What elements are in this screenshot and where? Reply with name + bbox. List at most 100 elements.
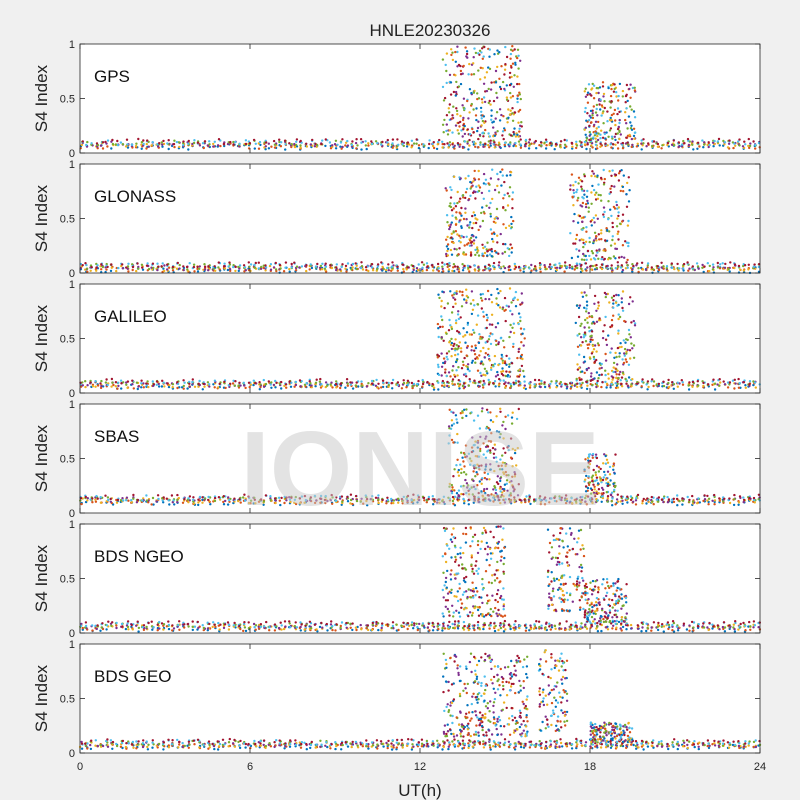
data-point: [480, 191, 484, 195]
data-point: [620, 169, 623, 172]
data-point: [508, 224, 511, 227]
data-point: [504, 45, 507, 49]
panel-label: GALILEO: [94, 307, 167, 326]
data-point: [590, 94, 593, 97]
data-point: [457, 132, 460, 135]
data-point: [505, 98, 509, 102]
data-point: [270, 145, 273, 148]
data-point: [632, 500, 635, 503]
data-point: [589, 109, 593, 113]
data-point: [447, 146, 450, 149]
data-point: [359, 266, 363, 270]
data-point: [364, 266, 368, 269]
data-point: [626, 501, 629, 504]
data-point: [523, 384, 526, 387]
data-point: [732, 146, 735, 150]
data-point: [95, 494, 98, 498]
data-point: [618, 315, 622, 319]
data-point: [592, 239, 596, 242]
data-point: [600, 385, 603, 389]
data-point: [538, 144, 541, 147]
data-point: [448, 318, 451, 322]
data-point: [479, 78, 482, 81]
data-point: [498, 143, 501, 146]
data-point: [496, 184, 499, 188]
data-point: [491, 333, 494, 336]
data-point: [644, 268, 648, 272]
data-point: [150, 503, 153, 506]
data-point: [459, 241, 462, 244]
data-point: [198, 265, 201, 268]
data-point: [645, 383, 648, 386]
data-point: [465, 354, 468, 357]
data-point: [571, 145, 574, 148]
data-point: [193, 270, 196, 273]
data-point: [753, 263, 756, 266]
data-point: [466, 128, 469, 131]
data-point: [754, 386, 757, 389]
data-point: [385, 381, 388, 384]
data-point: [464, 46, 467, 49]
data-point: [451, 117, 454, 120]
data-point: [213, 140, 216, 143]
data-point: [183, 381, 186, 384]
data-point: [517, 110, 520, 113]
data-point: [206, 381, 210, 384]
data-point: [464, 196, 467, 200]
data-point: [472, 131, 475, 134]
data-point: [580, 258, 584, 261]
data-point: [625, 83, 629, 87]
data-point: [476, 92, 479, 95]
data-point: [555, 268, 558, 272]
data-point: [706, 499, 709, 502]
data-point: [167, 385, 171, 389]
data-point: [596, 342, 600, 345]
data-point: [530, 269, 533, 272]
data-point: [726, 386, 730, 389]
data-point: [466, 140, 469, 143]
data-point: [640, 380, 644, 383]
data-point: [609, 244, 613, 247]
data-point: [600, 486, 604, 490]
data-point: [511, 198, 514, 201]
data-point: [406, 266, 410, 269]
data-point: [588, 114, 591, 118]
data-point: [630, 342, 633, 345]
data-point: [516, 298, 519, 301]
data-point: [486, 289, 490, 293]
data-point: [473, 349, 476, 352]
data-point: [140, 143, 143, 146]
data-point: [626, 348, 629, 352]
data-point: [252, 138, 256, 142]
data-point: [493, 81, 496, 84]
data-point: [457, 366, 460, 369]
data-point: [609, 143, 612, 146]
data-point: [708, 143, 711, 147]
data-point: [275, 381, 278, 384]
data-point: [293, 142, 296, 146]
data-point: [272, 266, 276, 269]
data-point: [370, 379, 374, 383]
data-point: [605, 386, 608, 389]
data-point: [724, 262, 727, 266]
data-point: [615, 95, 618, 98]
data-point: [614, 123, 617, 127]
data-point: [543, 385, 547, 389]
data-point: [331, 144, 334, 147]
data-point: [510, 75, 513, 79]
data-point: [586, 101, 590, 104]
data-point: [471, 226, 474, 230]
data-point: [455, 211, 458, 214]
data-point: [616, 147, 620, 150]
data-point: [737, 271, 741, 274]
data-point: [594, 137, 597, 140]
data-point: [339, 268, 342, 271]
data-point: [483, 212, 486, 215]
data-point: [563, 264, 567, 267]
data-point: [467, 266, 470, 270]
data-point: [258, 140, 262, 144]
data-point: [617, 294, 620, 297]
data-point: [391, 378, 395, 382]
data-point: [604, 239, 607, 242]
data-point: [490, 250, 494, 253]
